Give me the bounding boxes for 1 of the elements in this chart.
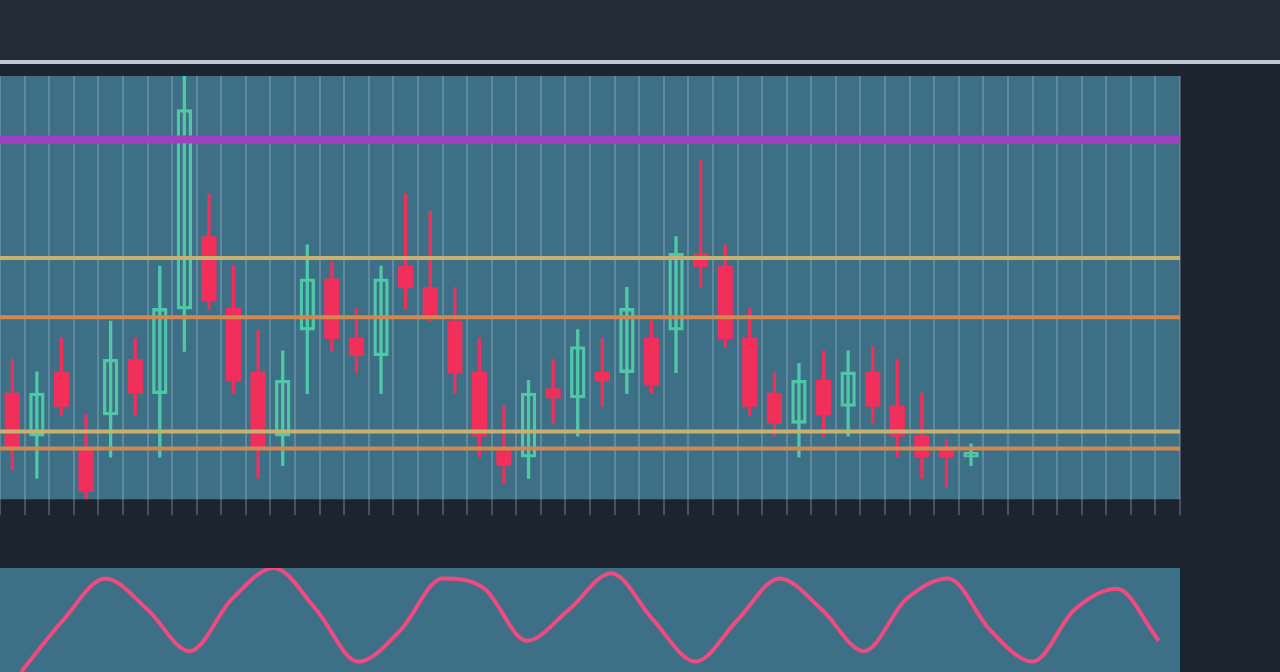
candlestick [545, 358, 561, 424]
